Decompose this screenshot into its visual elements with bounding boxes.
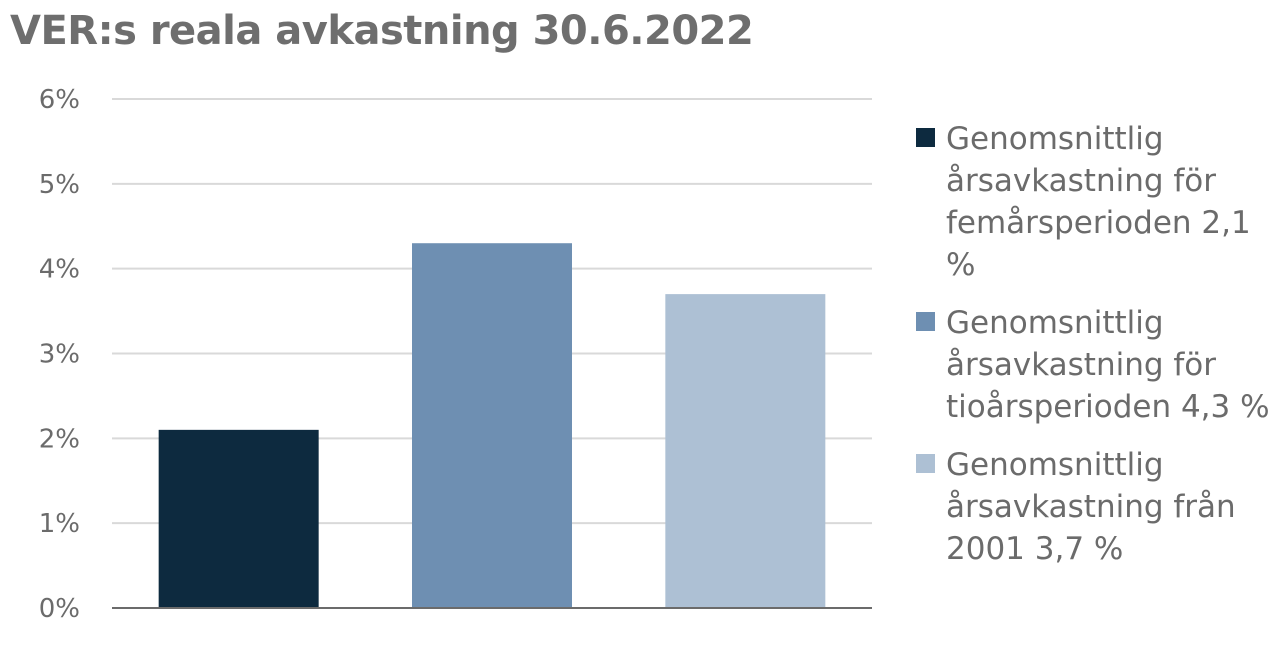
y-axis-ticks: 0% 1% 2% 3% 4% 5% 6% bbox=[39, 85, 80, 624]
y-tick-label: 1% bbox=[39, 509, 80, 539]
legend-swatch-3 bbox=[916, 454, 935, 473]
legend-item: Genomsnittlig årsavkastning för tioårspe… bbox=[916, 302, 1286, 428]
legend-label-1: Genomsnittlig årsavkastning för femårspe… bbox=[946, 121, 1251, 283]
y-tick-label: 0% bbox=[39, 594, 80, 624]
bar-3 bbox=[665, 294, 826, 608]
bar-1 bbox=[158, 429, 319, 608]
bar-chart: 0% 1% 2% 3% 4% 5% 6% bbox=[39, 85, 872, 624]
bar-2 bbox=[412, 243, 572, 608]
y-tick-label: 2% bbox=[39, 424, 80, 454]
legend-swatch-1 bbox=[916, 128, 935, 147]
legend-swatch-2 bbox=[916, 312, 935, 331]
bars bbox=[158, 243, 826, 608]
y-tick-label: 4% bbox=[39, 255, 80, 285]
y-tick-label: 3% bbox=[39, 340, 80, 370]
legend-item: Genomsnittlig årsavkastning för femårspe… bbox=[916, 118, 1286, 286]
legend-label-3: Genomsnittlig årsavkastning från 2001 3,… bbox=[946, 447, 1236, 567]
legend-label-2: Genomsnittlig årsavkastning för tioårspe… bbox=[946, 305, 1270, 425]
chart-title: VER:s reala avkastning 30.6.2022 bbox=[10, 8, 754, 54]
legend-item: Genomsnittlig årsavkastning från 2001 3,… bbox=[916, 444, 1286, 570]
y-tick-label: 5% bbox=[39, 170, 80, 200]
legend: Genomsnittlig årsavkastning för femårspe… bbox=[916, 118, 1286, 586]
y-tick-label: 6% bbox=[39, 85, 80, 115]
